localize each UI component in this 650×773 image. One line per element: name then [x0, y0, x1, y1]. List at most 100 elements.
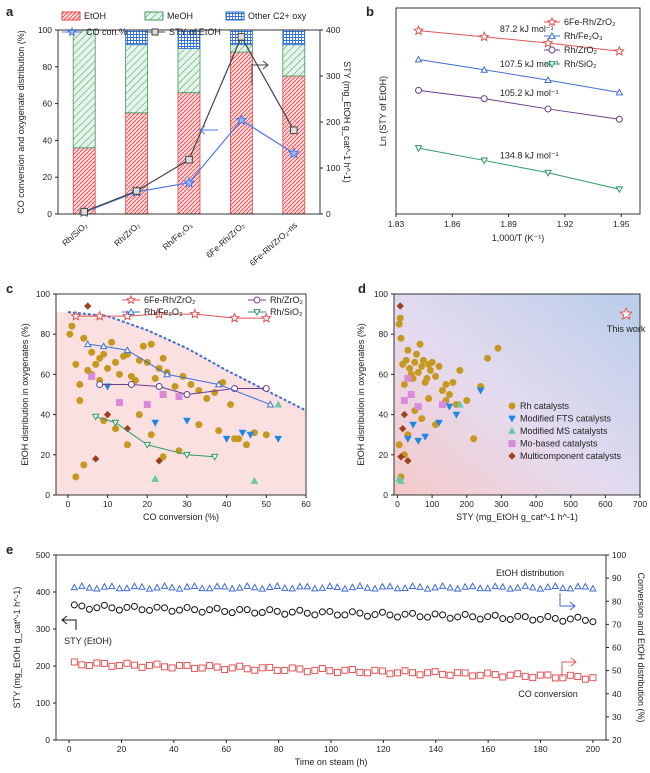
- line-1-point-4: [290, 126, 298, 135]
- y-right-tick-label-2: 40: [612, 689, 622, 699]
- series-2-point-23: [243, 665, 251, 673]
- x-tick-label-1: 20: [117, 744, 127, 754]
- series-0-point-26: [265, 583, 274, 590]
- series-2-point-10: [145, 661, 153, 669]
- series-0-point-59: [513, 583, 522, 591]
- rh_gold-point-10: [96, 354, 104, 362]
- series-1-point-60: [521, 613, 529, 621]
- series-0-point-12: [160, 581, 169, 589]
- legend-marker-3: [253, 309, 261, 317]
- series-0-point-3: [93, 584, 101, 592]
- y-tick-label-5: 500: [36, 550, 50, 560]
- series-1-point-16: [191, 606, 199, 614]
- y-right-tick-label-1: 100: [326, 163, 340, 173]
- line-0-point-3: [235, 113, 248, 126]
- series-1-point-3: [93, 604, 101, 612]
- line-0-point-4: [287, 146, 300, 159]
- series-2-point-9: [138, 663, 146, 671]
- series-0-point-19: [426, 366, 434, 374]
- series-2-point-49: [439, 670, 447, 678]
- series-2-point-68: [581, 675, 589, 683]
- y-right-tick-label-7: 90: [612, 573, 622, 583]
- panel-letter-c: c: [6, 281, 13, 296]
- rh_gold-point-35: [227, 401, 235, 409]
- series-2-point-40: [371, 666, 379, 674]
- series-0-point-29: [463, 397, 471, 405]
- series-1-point-0: [404, 435, 412, 443]
- legend-label-3: CO con.%: [86, 27, 127, 37]
- frontier-region: [56, 312, 306, 495]
- y-right-tick-label-4: 60: [612, 643, 622, 653]
- series-2-point-48: [431, 668, 439, 676]
- fts_blue-point-6: [274, 435, 283, 443]
- y-right-tick-label-1: 30: [612, 712, 622, 722]
- series-0-point-55: [483, 584, 492, 592]
- series-1-point-30: [296, 606, 304, 614]
- x-tick-label-1: Rh/ZrO₂: [112, 220, 142, 248]
- series-0-point-0: [413, 24, 425, 36]
- series-0-point-48: [431, 583, 439, 591]
- series-1-point-12: [161, 604, 169, 612]
- panel-b-legend: 6Fe-Rh/ZrO₂ Rh/Fe₂O₃ Rh/ZrO₂ Rh/SiO₂: [544, 16, 616, 69]
- series-0-point-37: [348, 583, 357, 591]
- series-0-point-11: [153, 583, 161, 591]
- y-tick-label-5: 100: [374, 289, 388, 299]
- series-2-point-59: [514, 670, 522, 678]
- series-1-point-33: [318, 608, 326, 616]
- series-0-point-31: [303, 582, 312, 590]
- series-2-point-52: [461, 669, 469, 677]
- series-0-point-2: [397, 334, 405, 342]
- legend-marker-1: [508, 415, 516, 423]
- legend-label-1: Rh/Fe₂O₃: [564, 31, 603, 41]
- series-2-point-37: [348, 666, 356, 674]
- x-axis-label: Time on steam (h): [295, 757, 368, 767]
- series-0-point-39: [418, 415, 426, 423]
- series-0-point-15: [419, 356, 427, 364]
- arrow-co-conversion: [561, 657, 577, 677]
- y-right-tick-label-2: 200: [326, 117, 340, 127]
- y-axis-label: STY (mg_EtOH g_cat^-1 h^-1): [12, 587, 22, 709]
- legend-marker-0: [125, 294, 137, 305]
- rh_gold-point-37: [242, 441, 250, 449]
- series-1-point-5: [445, 403, 454, 411]
- y-right-tick-label-8: 100: [612, 550, 626, 560]
- series-0-point-46: [416, 582, 424, 590]
- series-1-point-8: [130, 602, 138, 610]
- y-right-tick-label-0: 0: [326, 209, 331, 219]
- panel-a-legend: EtOH MeOH Other C2+ oxy CO con.% STY of EtOH: [61, 11, 307, 37]
- series-1-point-57: [499, 615, 507, 623]
- series-0-point-8: [130, 582, 139, 590]
- series-1-point-58: [506, 615, 514, 623]
- series-0-point-13: [416, 340, 424, 348]
- y-tick-label-4: 80: [379, 329, 389, 339]
- series-1-point-22: [236, 605, 244, 613]
- x-tick-label-4: 40: [222, 499, 232, 509]
- y-axis-label: EtOH distribution in oxygenates (%): [356, 323, 366, 466]
- series-2-point-57: [499, 673, 507, 681]
- series-1-point-17: [198, 608, 206, 616]
- series-0-point-5: [402, 356, 410, 364]
- rh_gold-point-13: [108, 338, 116, 346]
- series-1-point-66: [566, 615, 574, 623]
- series-2-point-32: [311, 666, 319, 674]
- series-3-point-3: [615, 186, 624, 194]
- series-1-point-23: [243, 606, 251, 614]
- activation-energy-label-1: 107.5 kJ mol⁻¹: [500, 59, 559, 69]
- series-2-point-3: [93, 659, 101, 667]
- bar-etoh-3: [229, 51, 253, 215]
- legend-marker-2: [127, 307, 135, 315]
- series-1-point-54: [476, 615, 484, 623]
- x-tick-label-2: 40: [169, 744, 179, 754]
- series-0-point-47: [423, 584, 432, 592]
- series-3-point-2: [143, 441, 152, 449]
- series-1-point-3: [615, 88, 624, 96]
- line-1-point-2: [185, 155, 193, 164]
- series-0-point-18: [205, 584, 214, 592]
- series-2-point-67: [574, 673, 582, 681]
- x-tick-label-3: 60: [222, 744, 232, 754]
- series-2-point-6: [115, 662, 123, 670]
- series-0-point-58: [506, 584, 515, 592]
- series-0-point-25: [445, 391, 453, 398]
- series-2-point-39: [363, 669, 371, 677]
- legend-label-0: 6Fe-Rh/ZrO₂: [564, 17, 616, 27]
